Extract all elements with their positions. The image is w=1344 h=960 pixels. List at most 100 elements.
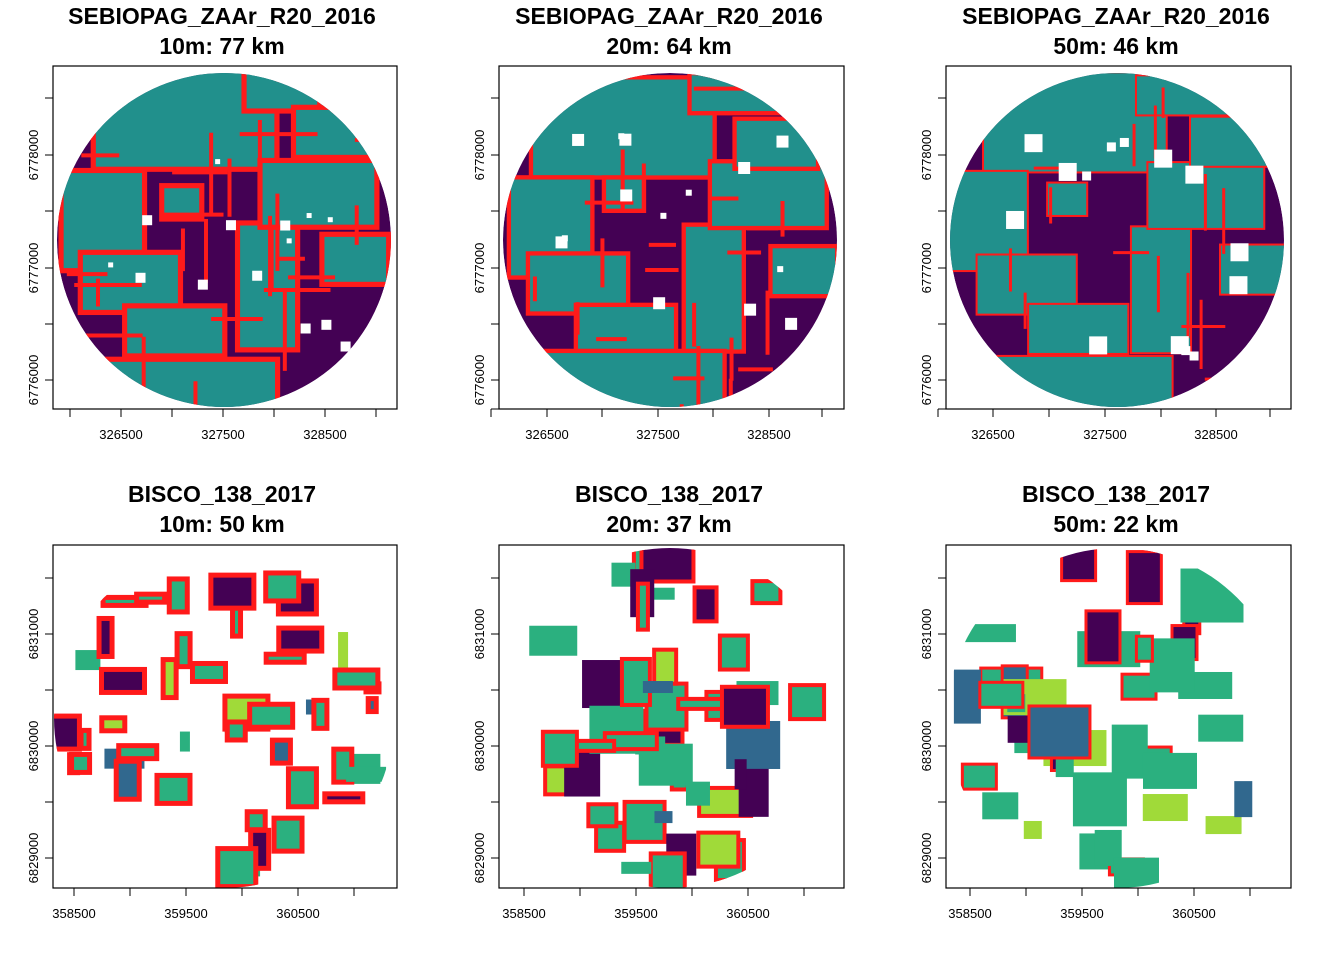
field-border <box>285 766 319 810</box>
x-tick-label: 358500 <box>52 906 95 921</box>
field-border <box>113 758 142 802</box>
field-border <box>69 751 93 775</box>
x-tick-label: 326500 <box>99 427 142 442</box>
field-border <box>276 625 325 654</box>
y-tick-label: 6829000 <box>26 833 41 884</box>
raster-map <box>503 73 837 407</box>
field-border <box>639 548 696 584</box>
landcover-patch <box>982 792 1019 820</box>
x-tick-label: 360500 <box>276 906 319 921</box>
nodata-cell <box>142 215 153 226</box>
landcover-patch <box>1142 794 1188 822</box>
x-axis: 326500 327500 328500 <box>490 408 823 442</box>
panel-p5: BISCO_138_2017 20m: 37 km 358500 359500 … <box>472 481 845 921</box>
landcover-patch <box>1028 303 1129 354</box>
landcover-patch <box>693 586 718 623</box>
landcover-patch <box>176 632 192 668</box>
x-axis: 326500 327500 328500 <box>937 408 1271 442</box>
field-border <box>122 303 228 359</box>
nodata-cell <box>685 189 692 196</box>
field-border <box>116 743 160 762</box>
landcover-patch <box>718 634 749 671</box>
x-tick-label: 359500 <box>1060 906 1103 921</box>
map-layer <box>503 73 837 407</box>
landcover-patch <box>1060 548 1097 582</box>
landcover-patch <box>115 760 141 801</box>
field-border <box>247 701 296 730</box>
landcover-patch <box>1072 772 1127 827</box>
nodata-cell <box>252 270 263 281</box>
landcover-patch <box>575 304 677 355</box>
landcover-patch <box>1205 816 1242 835</box>
raster-map <box>529 548 827 888</box>
landcover-patch <box>346 766 387 782</box>
panel-title-site: BISCO_138_2017 <box>128 481 316 507</box>
landcover-patch <box>333 669 379 690</box>
field-border <box>134 591 168 605</box>
field-border <box>540 729 579 768</box>
field-border <box>692 585 719 624</box>
panel-title-site: BISCO_138_2017 <box>1022 481 1210 507</box>
landcover-patch <box>102 596 148 607</box>
landcover-patch <box>226 720 247 741</box>
x-tick-label: 360500 <box>1172 906 1215 921</box>
field-border <box>586 802 619 829</box>
nodata-cell <box>225 220 236 231</box>
x-tick-label: 326500 <box>971 427 1014 442</box>
nodata-cell <box>286 238 292 244</box>
landcover-patch <box>587 803 618 828</box>
nodata-cell <box>1185 165 1204 184</box>
landcover-patch <box>117 744 158 760</box>
field-border <box>189 660 228 684</box>
landcover-patch <box>1135 75 1253 116</box>
nodata-cell <box>215 159 221 165</box>
panel-p3: SEBIOPAG_ZAAr_R20_2016 50m: 46 km 326500… <box>919 3 1292 442</box>
x-tick-label: 327500 <box>636 427 679 442</box>
field-border <box>696 830 741 869</box>
landcover-patch <box>231 607 242 638</box>
field-border <box>975 253 1078 316</box>
field-border <box>224 719 248 743</box>
field-border <box>788 683 827 722</box>
map-layer <box>950 73 1284 407</box>
nodata-cell <box>1058 162 1077 181</box>
nodata-cell <box>327 217 333 223</box>
field-border <box>99 715 128 734</box>
nodata-cell <box>108 262 114 268</box>
x-tick-label: 358500 <box>502 906 545 921</box>
landcover-patch <box>80 729 91 750</box>
y-tick-label: 6778000 <box>26 130 41 181</box>
field-border <box>322 791 366 805</box>
map-layer <box>54 570 387 888</box>
panel-p6: BISCO_138_2017 50m: 22 km 358500 359500 … <box>919 481 1292 921</box>
landcover-patch <box>1149 638 1195 693</box>
landcover-patch <box>1047 182 1088 216</box>
nodata-cell <box>1170 336 1189 355</box>
landcover-patch <box>191 662 227 683</box>
field-border <box>960 762 998 791</box>
x-tick-label: 360500 <box>726 906 769 921</box>
field-border <box>311 697 330 731</box>
landcover-patch <box>653 648 678 685</box>
field-border <box>332 667 381 691</box>
landcover-patch <box>751 580 782 605</box>
landcover-patch <box>168 577 189 613</box>
x-tick-label: 359500 <box>164 906 207 921</box>
landcover-patch <box>649 852 686 888</box>
y-tick-label: 6778000 <box>919 130 934 181</box>
y-axis: 6829000 6830000 6831000 <box>919 577 947 883</box>
nodata-cell <box>1089 336 1108 355</box>
nodata-cell <box>1024 134 1043 153</box>
y-axis: 6829000 6830000 6831000 <box>26 577 54 884</box>
field-border <box>154 772 193 806</box>
field-border <box>269 737 293 766</box>
nodata-cell <box>653 297 666 310</box>
landcover-patch <box>1135 635 1154 663</box>
landcover-patch <box>100 716 126 732</box>
nodata-cell <box>660 212 667 219</box>
y-tick-label: 6829000 <box>472 833 487 884</box>
nodata-cell <box>1106 142 1116 152</box>
x-tick-label: 327500 <box>1083 427 1126 442</box>
landcover-patch <box>98 617 114 658</box>
